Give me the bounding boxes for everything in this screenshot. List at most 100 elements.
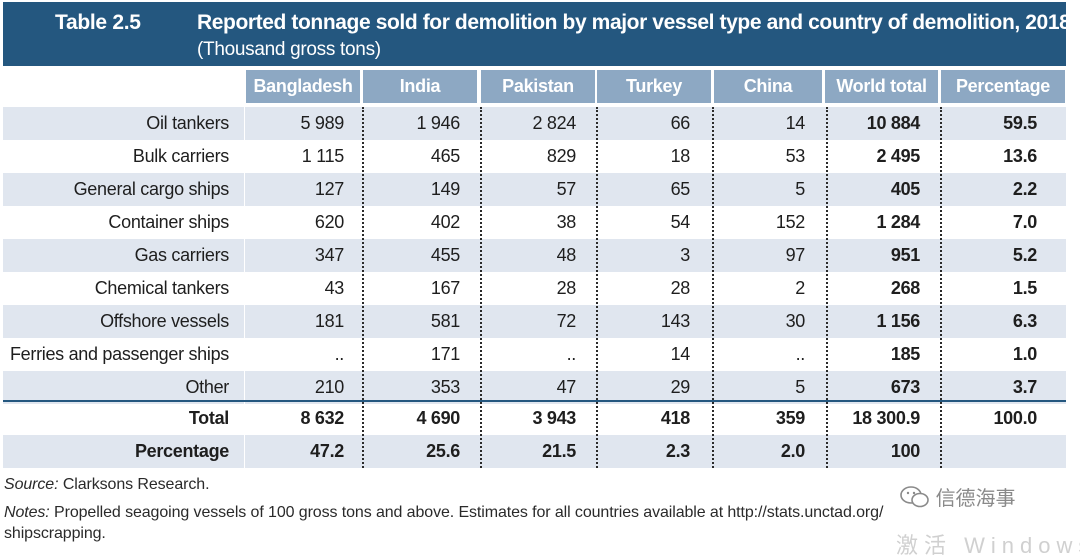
row-label: Total (188, 408, 229, 428)
table-cell: 2 (795, 278, 805, 298)
table-row: Other 210 353 47 29 5 673 3.7 (3, 371, 1066, 404)
table-row: Chemical tankers 43 167 28 28 2 268 1.5 (3, 272, 1066, 305)
table-cell: 2.2 (1012, 179, 1037, 199)
row-label: Ferries and passenger ships (9, 344, 229, 364)
table-cell: 152 (775, 212, 805, 232)
table-row: Oil tankers 5 989 1 946 2 824 66 14 10 884 59.5 (3, 107, 1066, 140)
row-label: Offshore vessels (100, 311, 229, 331)
table-cell: 353 (430, 377, 460, 397)
table-cell: 127 (314, 179, 344, 199)
table-cell: 13.6 (1003, 146, 1037, 166)
table-cell: 149 (430, 179, 460, 199)
row-label: General cargo ships (73, 179, 230, 199)
source-text: Clarksons Research. (62, 476, 210, 493)
table-cell: 43 (324, 278, 345, 298)
table-cell: 38 (556, 212, 577, 232)
table-cell: 18 300.9 (852, 408, 920, 428)
column-header: Bangladesh (246, 70, 360, 103)
table-cell: 418 (660, 408, 690, 428)
table-cell: .. (795, 344, 806, 364)
table-cell: 1.0 (1012, 344, 1037, 364)
table-cell: 97 (785, 245, 806, 265)
table-cell: 30 (785, 311, 806, 331)
row-label: Gas carriers (134, 245, 230, 265)
table-cell: 268 (890, 278, 920, 298)
table-cell: 620 (314, 212, 344, 232)
table-cell: 171 (430, 344, 460, 364)
table-cell: 455 (430, 245, 460, 265)
table-cell: 25.6 (426, 441, 460, 461)
table-cell: 167 (430, 278, 460, 298)
table-cell: 2.3 (665, 441, 690, 461)
column-divider (712, 107, 714, 468)
table-row: Gas carriers 347 455 48 3 97 951 5.2 (3, 239, 1066, 272)
table-cell: 3 (680, 245, 690, 265)
table-cell: 402 (430, 212, 460, 232)
column-header: Pakistan (481, 70, 595, 103)
totals-rule (3, 400, 1066, 402)
row-label: Chemical tankers (94, 278, 230, 298)
table-cell: .. (334, 344, 345, 364)
table-cell: 54 (670, 212, 691, 232)
table-cell: 28 (670, 278, 691, 298)
table-cell: 143 (660, 311, 690, 331)
table-cell: 465 (430, 146, 460, 166)
table-cell: 7.0 (1012, 212, 1037, 232)
table-cell: 2.0 (780, 441, 805, 461)
table-cell: 66 (670, 113, 691, 133)
table-cell: 5 (795, 179, 805, 199)
wechat-icon (900, 486, 936, 510)
table-row: General cargo ships 127 149 57 65 5 405 2.2 (3, 173, 1066, 206)
table-cell: 1 115 (301, 146, 345, 166)
column-header: Turkey (597, 70, 711, 103)
table-cell: 181 (314, 311, 344, 331)
table-cell: 1 156 (876, 311, 920, 331)
table-cell: 53 (785, 146, 806, 166)
table-cell: 2 495 (876, 146, 920, 166)
notes-label: Notes: (4, 504, 50, 521)
table-cell: 4 690 (416, 408, 460, 428)
table-subtitle: (Thousand gross tons) (197, 39, 381, 60)
table-cell: 6.3 (1012, 311, 1037, 331)
table-row: Container ships 620 402 38 54 152 1 284 7.0 (3, 206, 1066, 239)
column-divider (940, 107, 942, 468)
table-cell: 100 (890, 441, 920, 461)
table-cell: 47 (556, 377, 577, 397)
table-cell: 5.2 (1012, 245, 1037, 265)
column-divider (362, 107, 364, 468)
table-cell: 1 284 (876, 212, 920, 232)
activate-windows-overlay: 激活 Windows (896, 533, 1080, 558)
row-label: Percentage (134, 441, 229, 461)
row-label: Oil tankers (146, 113, 229, 133)
label-divider (244, 107, 245, 468)
column-divider (596, 107, 598, 468)
notes-line: Notes: Propelled seagoing vessels of 100… (4, 504, 1060, 522)
table-cell: 2 824 (532, 113, 576, 133)
table-cell: 405 (890, 179, 920, 199)
table-cell: 347 (314, 245, 344, 265)
table-cell: 57 (556, 179, 577, 199)
table-cell: 3.7 (1012, 377, 1037, 397)
table-cell: 14 (670, 344, 691, 364)
table-cell: 5 989 (300, 113, 344, 133)
column-header: China (714, 70, 822, 103)
row-label: Other (185, 377, 229, 397)
table-title-bar: Table 2.5 Reported tonnage sold for demo… (3, 2, 1071, 66)
table-cell: .. (566, 344, 577, 364)
table-cell: 100.0 (993, 408, 1037, 428)
column-divider (480, 107, 482, 468)
table-row: Percentage 47.2 25.6 21.5 2.3 2.0 100 (3, 435, 1066, 468)
table-title: Reported tonnage sold for demolition by … (197, 11, 1071, 34)
table-cell: 185 (890, 344, 920, 364)
column-header: Percentage (941, 70, 1065, 103)
table-cell: 29 (670, 377, 691, 397)
table-cell: 72 (556, 311, 577, 331)
table-row: Bulk carriers 1 115 465 829 18 53 2 495 13.6 (3, 140, 1066, 173)
table-cell: 3 943 (532, 408, 576, 428)
notes-text: Propelled seagoing vessels of 100 gross … (54, 504, 884, 521)
column-header: World total (825, 70, 938, 103)
column-divider (826, 107, 828, 468)
row-label: Container ships (108, 212, 229, 232)
table-cell (927, 435, 1037, 468)
table-cell: 951 (890, 245, 920, 265)
